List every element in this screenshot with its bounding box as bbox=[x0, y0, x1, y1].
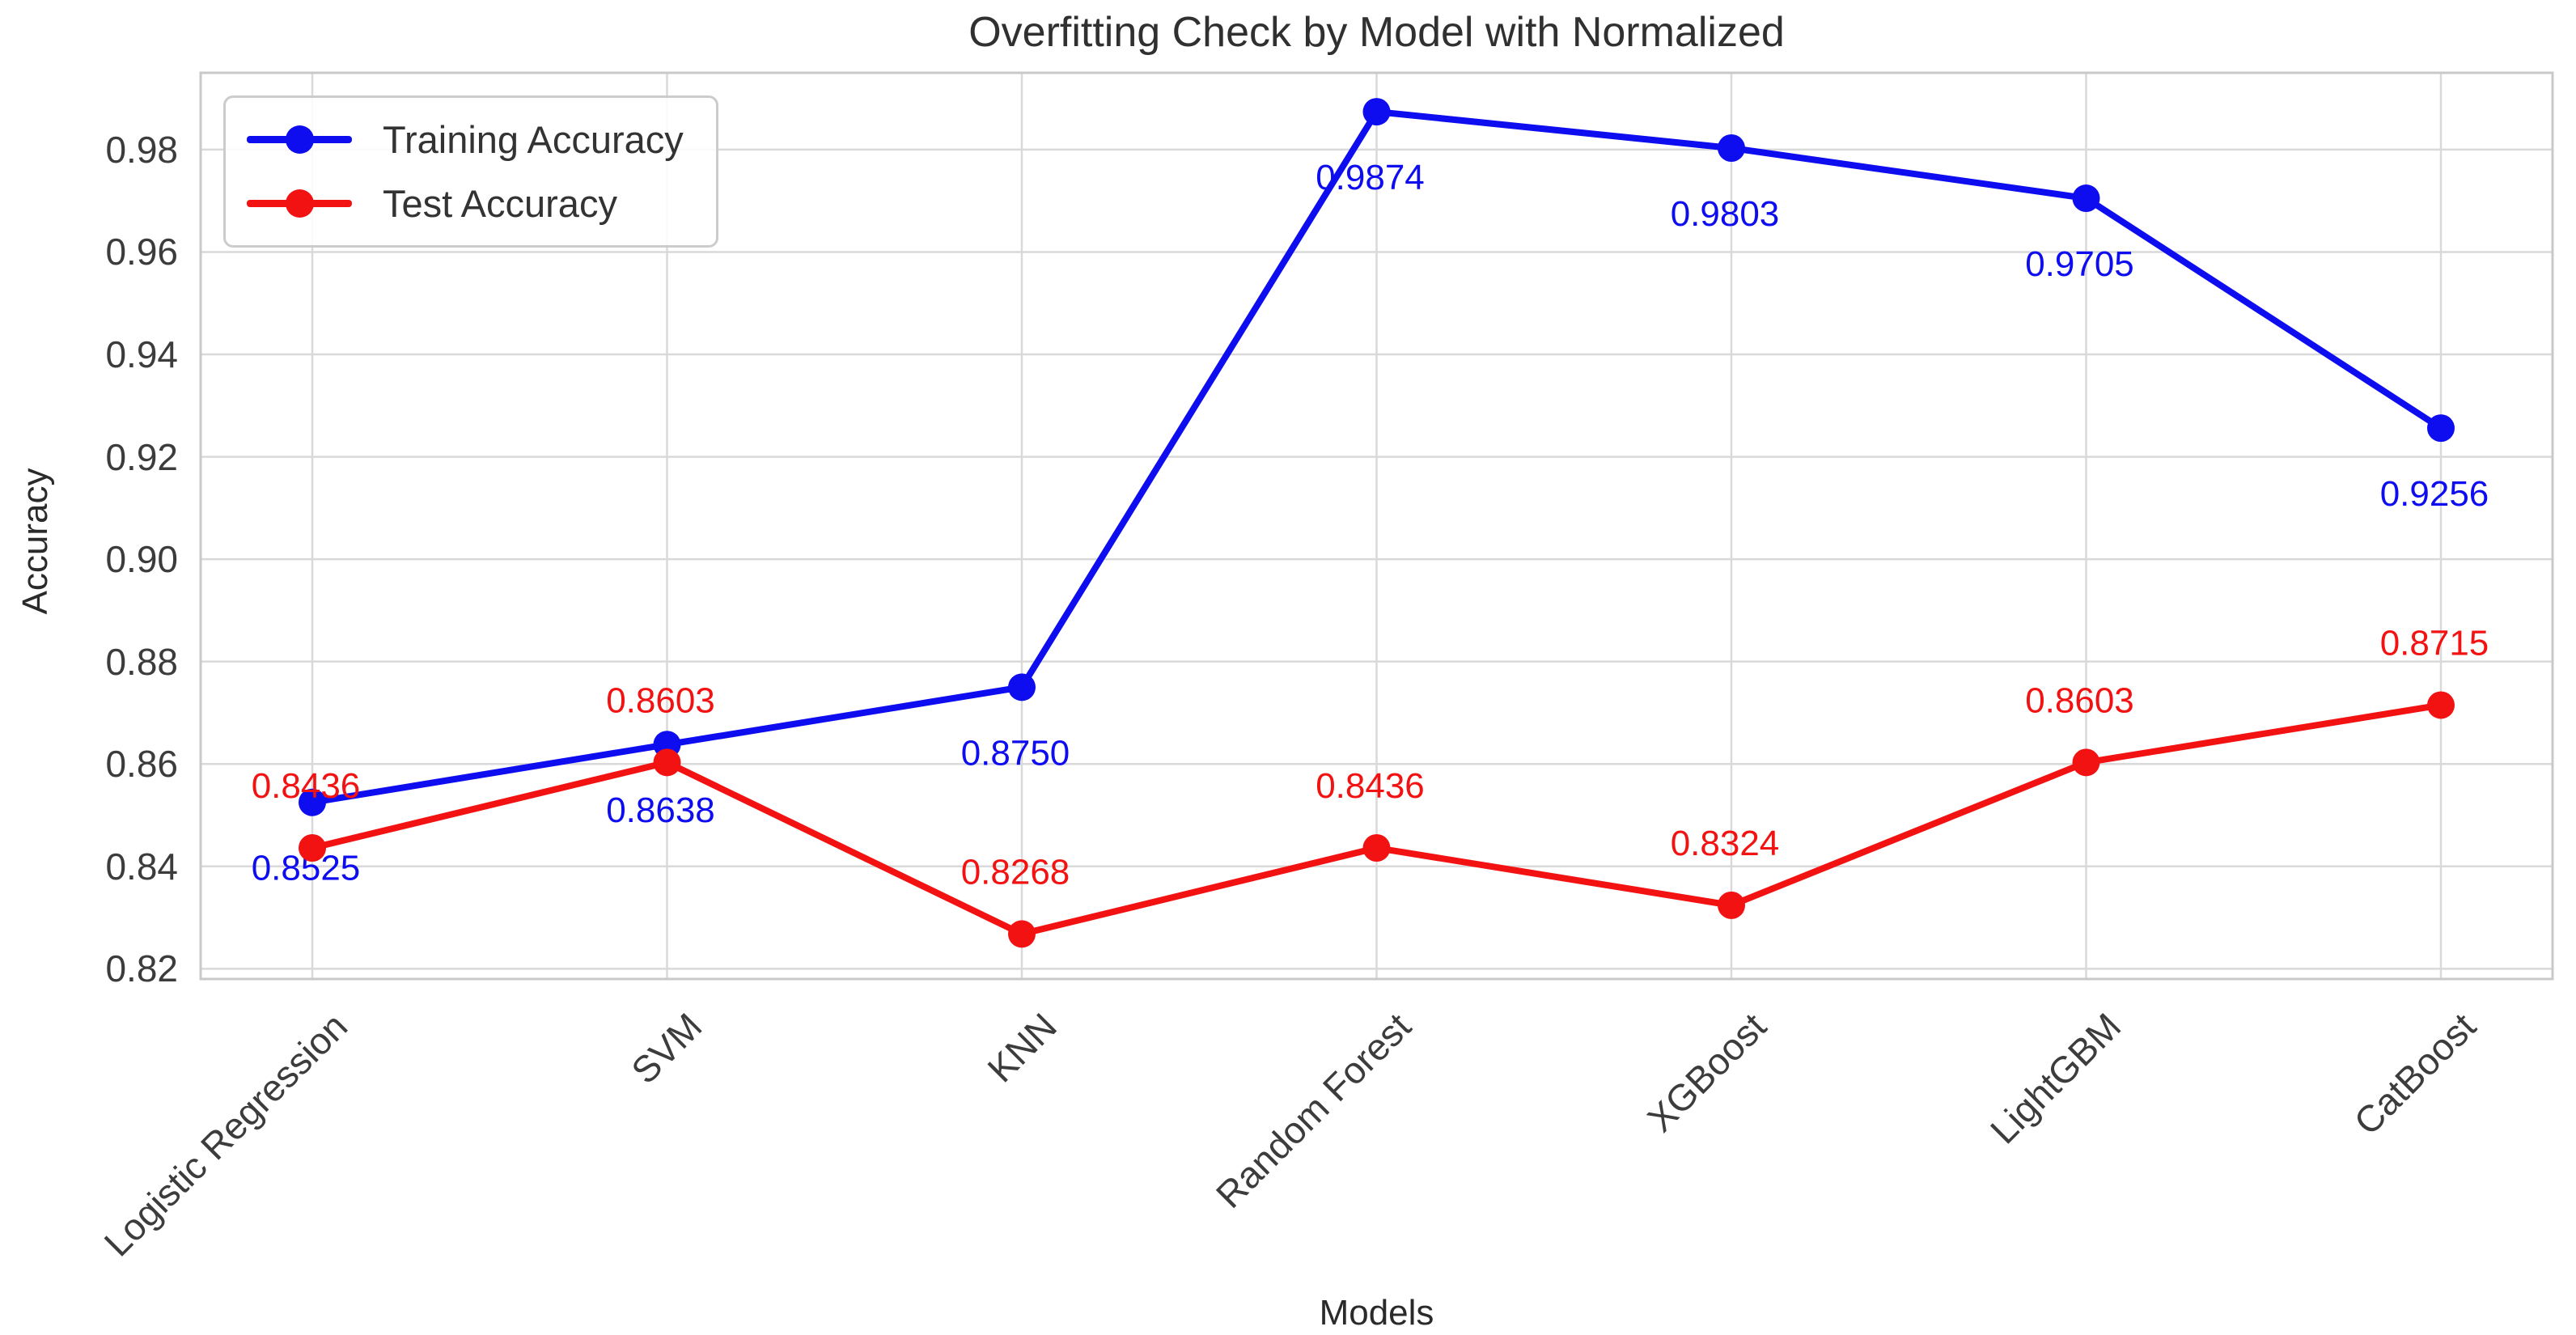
y-tick-label: 0.96 bbox=[105, 231, 178, 273]
legend-label-test: Test Accuracy bbox=[383, 182, 617, 225]
data-point-training bbox=[2427, 414, 2455, 443]
y-tick-label: 0.84 bbox=[105, 845, 178, 888]
data-label: 0.9803 bbox=[1671, 194, 1780, 234]
legend-item-test-accuracy: Test Accuracy bbox=[247, 181, 684, 226]
y-tick-label: 0.90 bbox=[105, 538, 178, 581]
chart-title: Overfitting Check by Model with Normaliz… bbox=[968, 9, 1785, 56]
data-label: 0.8603 bbox=[2025, 680, 2134, 720]
data-point-training bbox=[2072, 184, 2100, 213]
data-label: 0.8436 bbox=[1316, 766, 1425, 806]
x-axis-title: Models bbox=[1319, 1293, 1434, 1333]
y-tick-label: 0.94 bbox=[105, 333, 178, 376]
data-point-training bbox=[1718, 134, 1745, 163]
legend: Training Accuracy Test Accuracy bbox=[223, 95, 718, 248]
data-point-test bbox=[299, 834, 326, 862]
legend-dot-red bbox=[286, 189, 314, 218]
data-point-training bbox=[299, 788, 326, 816]
legend-label-training: Training Accuracy bbox=[383, 118, 684, 161]
data-label: 0.9256 bbox=[2380, 474, 2489, 514]
data-point-test bbox=[1008, 920, 1036, 948]
data-point-test bbox=[1718, 891, 1745, 919]
data-label: 0.8268 bbox=[961, 852, 1070, 892]
data-point-test bbox=[2427, 691, 2455, 719]
data-point-test bbox=[653, 748, 681, 777]
data-label: 0.8436 bbox=[252, 766, 361, 806]
y-tick-label: 0.92 bbox=[105, 435, 178, 478]
data-label: 0.9874 bbox=[1316, 158, 1425, 197]
y-tick-label: 0.86 bbox=[105, 743, 178, 786]
data-point-training bbox=[1362, 98, 1391, 126]
axes-spines bbox=[199, 71, 2554, 981]
legend-item-training-accuracy: Training Accuracy bbox=[247, 117, 684, 162]
data-label: 0.8603 bbox=[606, 680, 715, 720]
data-label: 0.8638 bbox=[606, 790, 715, 830]
y-tick-label: 0.98 bbox=[105, 128, 178, 171]
legend-line-marker-blue bbox=[247, 125, 352, 154]
legend-line-marker-red bbox=[247, 189, 352, 218]
data-point-test bbox=[1362, 834, 1391, 862]
data-point-test bbox=[2072, 748, 2100, 777]
data-label: 0.8715 bbox=[2380, 623, 2489, 663]
legend-dot-blue bbox=[286, 125, 314, 154]
y-tick-label: 0.88 bbox=[105, 640, 178, 683]
data-point-training bbox=[1008, 673, 1036, 701]
data-label: 0.8750 bbox=[961, 733, 1070, 773]
y-tick-label: 0.82 bbox=[105, 947, 178, 990]
data-label: 0.8324 bbox=[1671, 824, 1780, 863]
data-label: 0.9705 bbox=[2025, 244, 2134, 284]
